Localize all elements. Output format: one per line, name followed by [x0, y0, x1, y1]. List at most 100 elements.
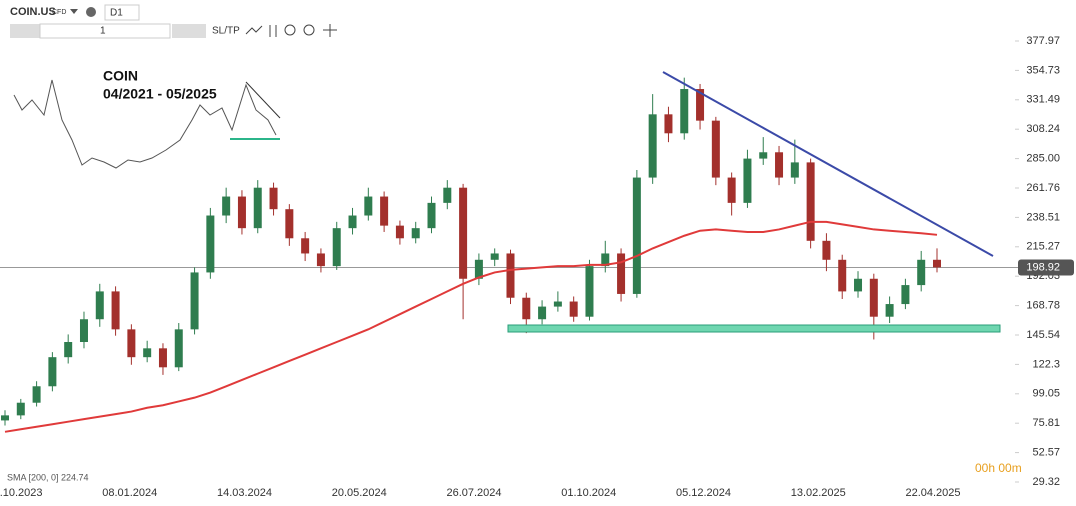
candle-body — [301, 238, 310, 254]
interval-box[interactable] — [104, 4, 140, 21]
candle-body — [111, 291, 120, 330]
candle-body — [759, 152, 768, 159]
plot — [0, 77, 1020, 433]
symbol[interactable]: COIN.US — [10, 6, 56, 18]
y-tick-label: 331.49 — [1026, 94, 1060, 106]
candle-body — [174, 329, 183, 368]
candle-body — [617, 253, 626, 294]
x-tick-label: 14.03.2024 — [217, 487, 272, 499]
last-price-box — [1018, 259, 1074, 276]
candle-body — [269, 187, 278, 210]
y-tick-label: 377.97 — [1026, 35, 1060, 47]
x-tick-label: 08.01.2024 — [102, 487, 157, 499]
y-tick-label: 29.32 — [1032, 476, 1060, 488]
sltp[interactable]: SL/TP — [212, 26, 240, 37]
y-tick-label: 122.3 — [1032, 358, 1060, 370]
candle-body — [222, 196, 231, 216]
support-zone — [507, 324, 1001, 333]
y-tick-label: 308.24 — [1026, 123, 1060, 135]
timer: 00h 00m — [975, 461, 1022, 475]
candle-body — [16, 402, 25, 416]
candle-body — [585, 266, 594, 317]
quantity[interactable]: 1 — [100, 26, 106, 37]
candle-body — [632, 177, 641, 294]
candle-body — [696, 89, 705, 121]
candle-body — [95, 291, 104, 320]
y-tick-label: 168.78 — [1026, 300, 1060, 312]
candle-body — [459, 187, 468, 279]
candle-body — [79, 319, 88, 343]
info-icon[interactable] — [86, 7, 96, 17]
candle-body — [538, 306, 547, 320]
candle-body — [1, 415, 9, 421]
candle-body — [474, 259, 483, 279]
y-tick-label: 354.73 — [1026, 64, 1060, 76]
candle-body — [680, 89, 689, 134]
candle-body — [395, 225, 404, 239]
x-tick-label: 01.10.2024 — [561, 487, 616, 499]
candle-body — [711, 120, 720, 178]
candle-body — [854, 278, 863, 292]
candle-body — [601, 253, 610, 267]
buy-box[interactable] — [172, 24, 206, 38]
candle-body — [648, 114, 657, 178]
inset-trend — [245, 81, 281, 119]
candle-body — [64, 342, 73, 358]
inset-bg — [6, 46, 306, 186]
candle-body — [237, 196, 246, 229]
candle-body — [869, 278, 878, 317]
candle-body — [822, 240, 831, 260]
y-tick-label: 75.81 — [1032, 417, 1060, 429]
toolbar-icons[interactable] — [245, 24, 337, 37]
candle-body — [127, 329, 136, 358]
candle-body — [253, 187, 262, 229]
candle-body — [743, 158, 752, 203]
x-tick-label: 26.07.2024 — [446, 487, 501, 499]
candle-body — [158, 348, 167, 368]
candle-body — [206, 215, 215, 273]
sma-legend: SMA [200, 0] 224.74 — [7, 472, 89, 482]
dropdown-icon[interactable] — [70, 9, 78, 14]
candle-body — [143, 348, 152, 358]
last-price-label: 198.92 — [1026, 261, 1060, 273]
sma-line — [4, 220, 938, 433]
candle-body — [790, 162, 799, 178]
interval[interactable]: D1 — [110, 8, 123, 19]
y-tick-label: 261.76 — [1026, 182, 1060, 194]
candle-body — [806, 162, 815, 241]
x-tick-label: 20.05.2024 — [332, 487, 387, 499]
candle-body — [885, 304, 894, 317]
candle-body — [443, 187, 452, 203]
x-tick-label: 05.12.2024 — [676, 487, 731, 499]
x-tick-label: 13.02.2025 — [791, 487, 846, 499]
candle-body — [522, 297, 531, 320]
candle-body — [506, 253, 515, 298]
y-tick-label: 145.54 — [1026, 329, 1060, 341]
candle-body — [838, 259, 847, 292]
candle-body — [316, 253, 325, 267]
x-tick-label: 22.04.2025 — [905, 487, 960, 499]
candle-body — [411, 228, 420, 239]
quantity-box[interactable] — [39, 23, 171, 39]
candle-body — [332, 228, 341, 267]
y-tick-label: 99.05 — [1032, 388, 1060, 400]
candle-body — [364, 196, 373, 216]
x-tick-label: 31.10.2023 — [0, 487, 43, 499]
y-tick-label: 285.00 — [1026, 153, 1060, 165]
candle-body — [664, 114, 673, 134]
y-tick-label: 215.27 — [1026, 241, 1060, 253]
candle-body — [490, 253, 499, 260]
candle-body — [285, 209, 294, 239]
candle-body — [48, 357, 57, 387]
kind: CFD — [52, 9, 66, 16]
inset-subtitle: 04/2021 - 05/2025 — [103, 86, 217, 102]
inset-title: COIN — [103, 68, 138, 84]
trend-line — [662, 71, 994, 257]
candle-body — [380, 196, 389, 226]
candle-body — [901, 285, 910, 305]
candle-body — [348, 215, 357, 229]
candle-body — [917, 259, 926, 286]
candle-body — [727, 177, 736, 203]
